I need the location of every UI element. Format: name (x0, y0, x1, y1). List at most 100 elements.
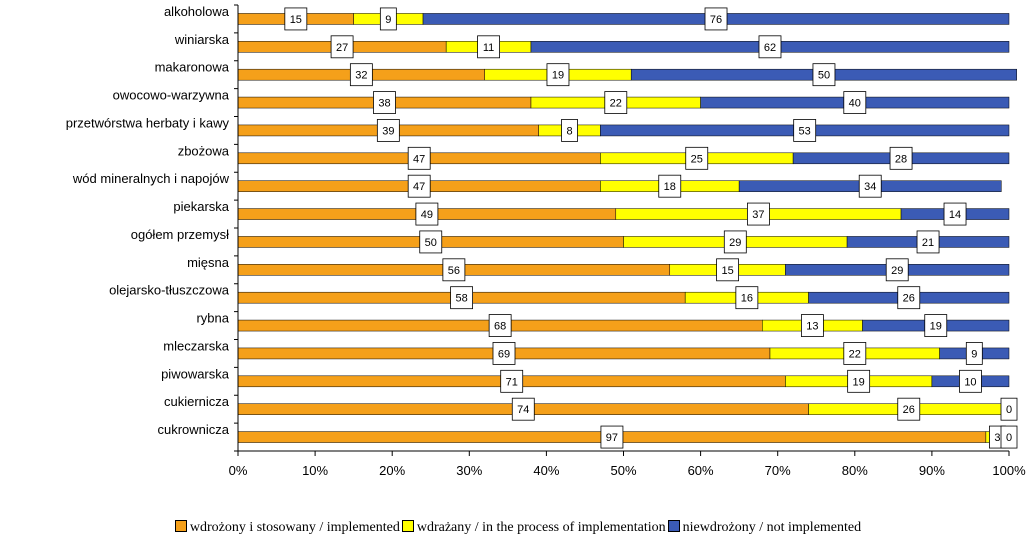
x-tick-label: 80% (842, 463, 868, 478)
data-label: 34 (858, 174, 882, 198)
data-label: 18 (658, 174, 682, 198)
data-label-box (477, 35, 500, 59)
data-label-box (379, 7, 397, 31)
data-label: 56 (442, 258, 466, 282)
data-label-box (747, 202, 770, 226)
category-label: cukiernicza (164, 394, 230, 409)
data-label-text: 47 (413, 153, 425, 165)
data-label-box (561, 119, 578, 142)
data-label-text: 15 (721, 265, 733, 277)
data-label-box (492, 342, 516, 365)
category-label: winiarska (174, 32, 230, 47)
data-label-box (600, 425, 624, 449)
data-label-box (858, 174, 882, 198)
data-label: 19 (847, 369, 871, 393)
data-label-text: 18 (664, 181, 676, 193)
data-label-text: 26 (903, 404, 915, 416)
data-label-text: 49 (421, 209, 433, 221)
data-label-text: 97 (606, 432, 618, 444)
data-label-box (330, 35, 354, 59)
data-label: 16 (735, 286, 759, 310)
data-label-text: 28 (895, 153, 907, 165)
data-label: 29 (885, 258, 909, 282)
data-label-text: 14 (949, 209, 961, 221)
data-label: 53 (793, 119, 817, 142)
category-label: piekarska (173, 199, 229, 214)
data-label-box (812, 63, 836, 87)
data-label-text: 8 (566, 125, 572, 137)
data-label-box (488, 314, 512, 337)
category-label: makaronowa (155, 60, 230, 75)
data-label-text: 19 (930, 321, 942, 333)
legend: wdrożony i stosowany / implemented wdraża… (0, 520, 1036, 536)
data-label-text: 40 (849, 98, 861, 110)
data-label-box (511, 397, 535, 421)
data-label: 58 (450, 286, 473, 310)
category-label: alkoholowa (164, 4, 230, 19)
data-label-text: 50 (818, 70, 830, 82)
data-label-box (793, 119, 817, 142)
data-label-text: 19 (853, 376, 865, 388)
data-label-box (943, 202, 967, 226)
category-label: olejarsko-tłuszczowa (109, 283, 230, 298)
data-label-box (889, 146, 913, 170)
data-label-box (442, 258, 466, 282)
data-label-text: 62 (764, 42, 776, 54)
data-label-text: 68 (494, 321, 506, 333)
legend-label: wdrożony i stosowany / implemented (189, 520, 400, 535)
data-label: 29 (723, 230, 747, 254)
data-label: 49 (415, 202, 439, 226)
data-label-text: 29 (729, 237, 741, 249)
legend-label: niewdrożony / not implemented (682, 520, 862, 535)
x-tick-label: 10% (302, 463, 328, 478)
data-label-box (897, 286, 921, 310)
legend-swatch (174, 520, 187, 532)
data-label-text: 34 (864, 181, 876, 193)
data-label: 15 (284, 7, 308, 31)
legend-swatch (667, 520, 680, 532)
data-label: 27 (330, 35, 354, 59)
data-label: 9 (965, 342, 983, 365)
x-tick-label: 40% (533, 463, 559, 478)
data-label-box (685, 146, 709, 170)
legend-item: wdrożony i stosowany / implemented (174, 520, 400, 536)
data-label-text: 9 (971, 348, 977, 360)
data-label-box (419, 230, 443, 254)
data-label-text: 32 (355, 70, 367, 82)
data-label: 13 (800, 314, 824, 337)
data-label-text: 9 (385, 14, 391, 26)
data-label: 97 (600, 425, 624, 449)
data-label-text: 15 (290, 14, 302, 26)
data-label-text: 10 (964, 376, 976, 388)
data-label-text: 39 (382, 125, 394, 137)
data-label-box (373, 91, 396, 114)
data-label-box (1000, 397, 1018, 421)
data-label-text: 0 (1006, 404, 1012, 416)
data-label-text: 74 (517, 404, 529, 416)
data-label-box (843, 342, 867, 365)
data-label-box (924, 314, 948, 337)
x-tick-label: 70% (765, 463, 791, 478)
data-label-text: 19 (552, 70, 564, 82)
x-tick-label: 30% (456, 463, 482, 478)
data-label-box (704, 7, 728, 31)
data-label-box (847, 369, 871, 393)
data-label-box (843, 91, 867, 114)
data-label: 38 (373, 91, 396, 114)
data-label-text: 13 (806, 321, 818, 333)
data-label-text: 76 (710, 14, 722, 26)
data-label: 21 (916, 230, 940, 254)
data-label-box (916, 230, 940, 254)
data-label: 22 (604, 91, 628, 114)
data-label-box (897, 397, 921, 421)
data-label-box (407, 146, 431, 170)
data-label: 62 (758, 35, 782, 59)
category-label: wód mineralnych i napojów (72, 171, 230, 186)
data-label-box (604, 91, 628, 114)
data-label-text: 21 (922, 237, 934, 249)
data-label: 25 (685, 146, 709, 170)
data-label: 26 (897, 286, 921, 310)
data-label-box (546, 63, 570, 87)
data-label-box (800, 314, 824, 337)
